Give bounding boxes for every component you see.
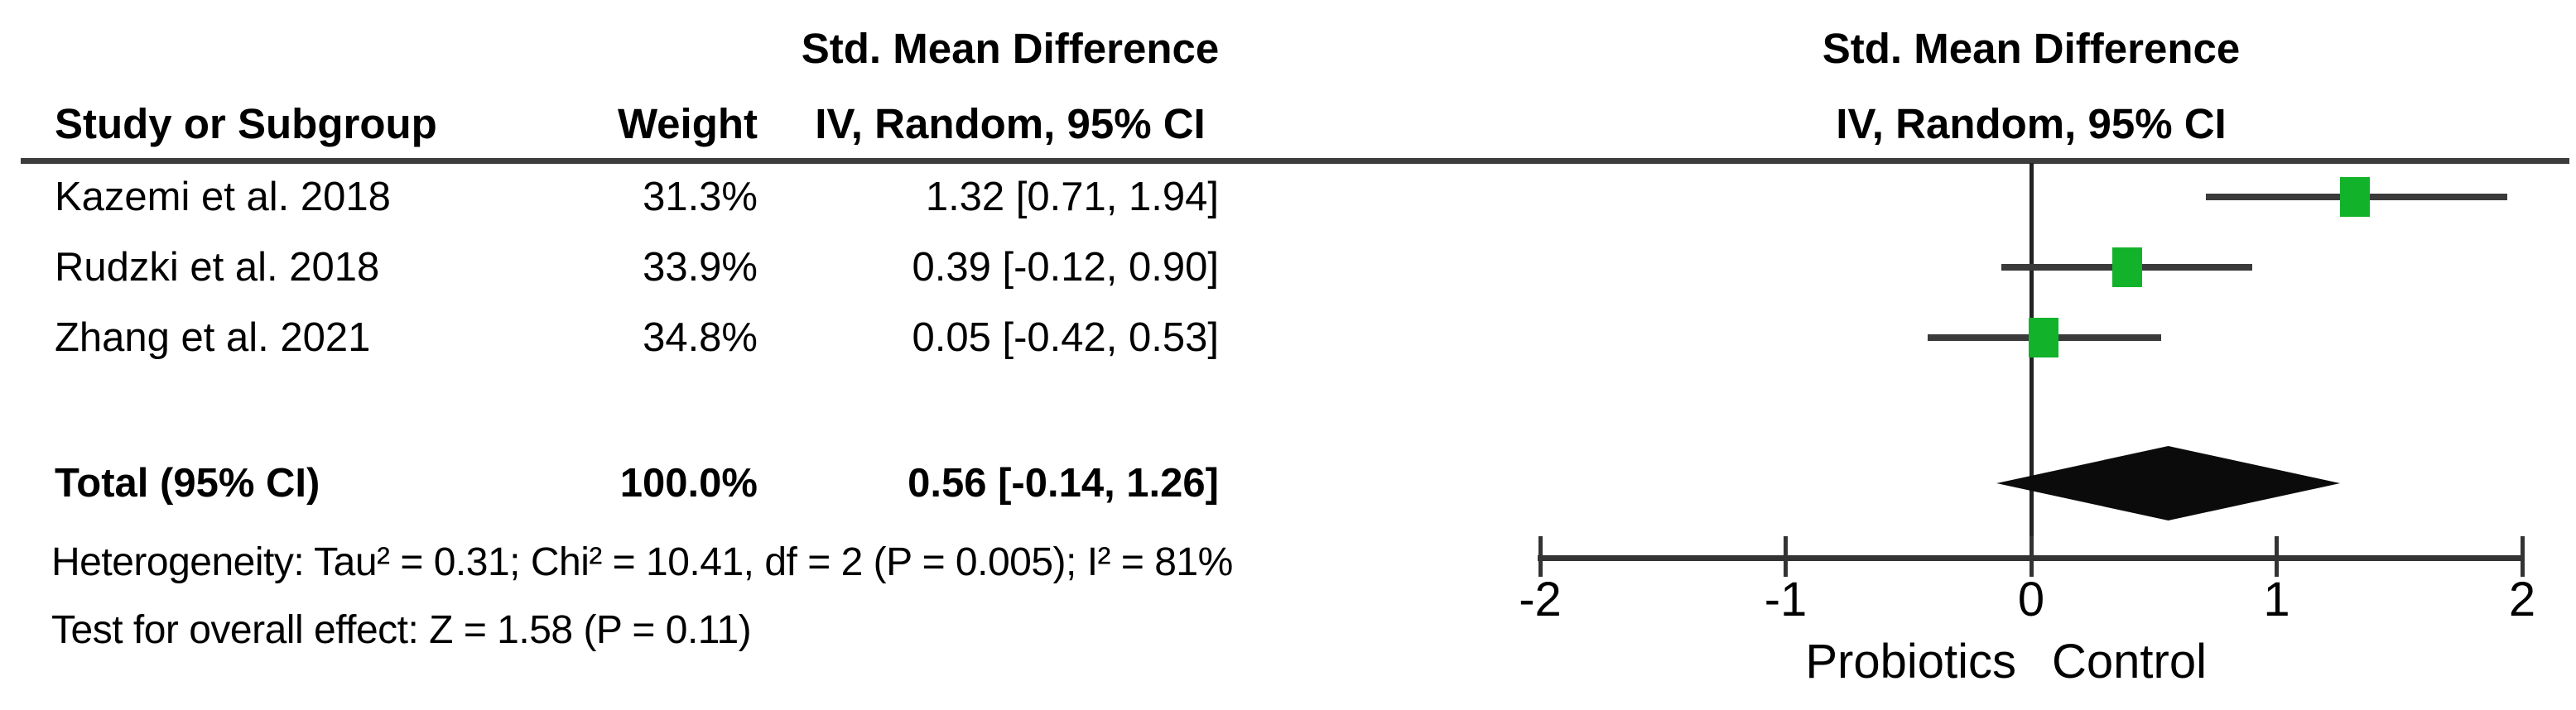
plot-header-method: IV, Random, 95% CI bbox=[1836, 100, 2227, 147]
study-name: Zhang et al. 2021 bbox=[55, 315, 371, 360]
study-name: Rudzki et al. 2018 bbox=[55, 245, 380, 290]
plot-header-effect-measure: Std. Mean Difference bbox=[1822, 25, 2241, 72]
study-name: Kazemi et al. 2018 bbox=[55, 175, 391, 219]
study-effect-ci: 0.39 [-0.12, 0.90] bbox=[912, 245, 1220, 290]
x-axis-tick bbox=[2275, 536, 2279, 577]
total-effect-ci: 0.56 [-0.14, 1.26] bbox=[908, 461, 1219, 506]
axis-label-right-group: Control bbox=[2052, 635, 2207, 688]
table-header-method: IV, Random, 95% CI bbox=[815, 100, 1206, 147]
x-axis-tick bbox=[2029, 536, 2034, 577]
axis-label-left-group: Probiotics bbox=[1805, 635, 2016, 688]
table-header-weight: Weight bbox=[617, 100, 758, 147]
study-weight: 33.9% bbox=[643, 245, 758, 290]
total-diamond bbox=[1996, 446, 2341, 521]
x-axis-tick bbox=[1784, 536, 1788, 577]
study-weight: 34.8% bbox=[643, 315, 758, 360]
x-tick-label: -1 bbox=[1764, 573, 1808, 626]
header-separator-line bbox=[21, 158, 2569, 164]
x-axis-tick bbox=[1538, 536, 1543, 577]
x-axis-tick bbox=[2520, 536, 2525, 577]
study-effect-ci: 0.05 [-0.42, 0.53] bbox=[912, 315, 1220, 360]
study-marker-square bbox=[2340, 177, 2371, 217]
x-tick-label: 0 bbox=[2017, 573, 2045, 626]
x-tick-label: -2 bbox=[1519, 573, 1562, 626]
total-weight: 100.0% bbox=[619, 461, 758, 506]
heterogeneity-stats: Heterogeneity: Tau² = 0.31; Chi² = 10.41… bbox=[51, 540, 1233, 584]
total-label: Total (95% CI) bbox=[55, 461, 320, 506]
zero-effect-line bbox=[2029, 163, 2034, 559]
x-tick-label: 2 bbox=[2508, 573, 2536, 626]
study-effect-ci: 1.32 [0.71, 1.94] bbox=[925, 175, 1219, 219]
overall-effect-test: Test for overall effect: Z = 1.58 (P = 0… bbox=[51, 608, 752, 652]
study-weight: 31.3% bbox=[643, 175, 758, 219]
x-tick-label: 1 bbox=[2263, 573, 2290, 626]
table-header-effect-measure: Std. Mean Difference bbox=[801, 25, 1220, 72]
study-marker-square bbox=[2111, 247, 2142, 287]
table-header-study: Study or Subgroup bbox=[55, 100, 437, 147]
study-marker-square bbox=[2028, 318, 2058, 357]
